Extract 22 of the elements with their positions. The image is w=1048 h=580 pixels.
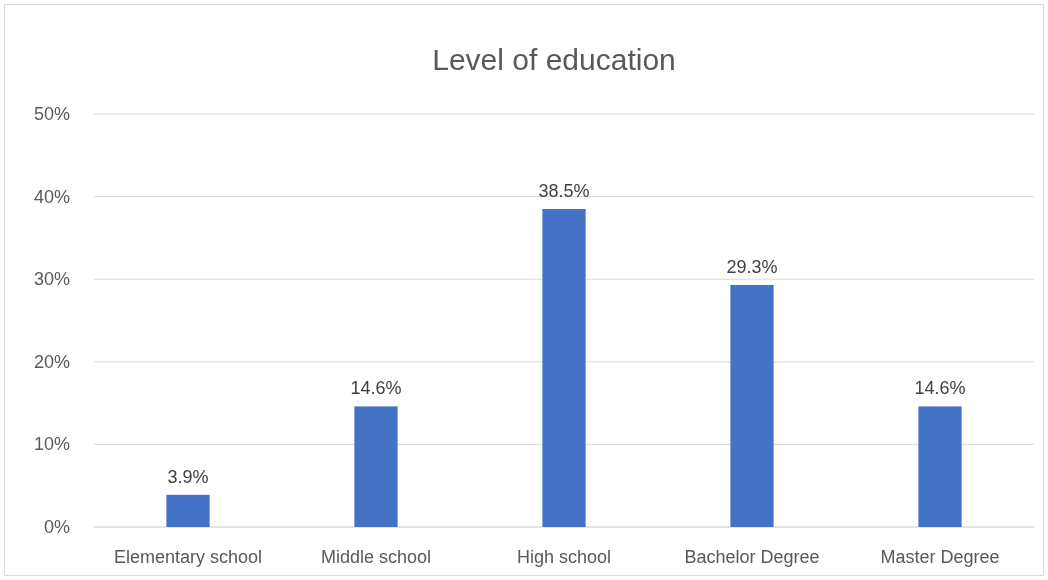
bar [354, 406, 398, 527]
chart-title: Level of education [432, 43, 676, 76]
bar [166, 494, 210, 527]
bar [730, 284, 774, 527]
y-tick-label: 40% [33, 186, 70, 207]
data-label: 38.5% [538, 180, 590, 201]
bar [918, 406, 962, 527]
y-tick-label: 10% [33, 434, 70, 455]
x-tick-label: Master Degree [880, 547, 1000, 567]
y-tick-label: 20% [33, 351, 70, 372]
data-label: 14.6% [350, 378, 402, 399]
data-label: 29.3% [726, 256, 778, 277]
data-label: 14.6% [914, 378, 966, 399]
y-tick-label: 0% [43, 517, 70, 537]
y-tick-label: 50% [33, 104, 70, 124]
x-tick-label: Bachelor Degree [684, 547, 820, 567]
x-tick-label: Elementary school [113, 547, 263, 567]
y-tick-label: 30% [33, 269, 70, 290]
data-label: 3.9% [167, 466, 209, 487]
x-tick-label: Middle school [320, 547, 432, 567]
bar [542, 208, 586, 527]
x-tick-label: High school [516, 547, 612, 567]
